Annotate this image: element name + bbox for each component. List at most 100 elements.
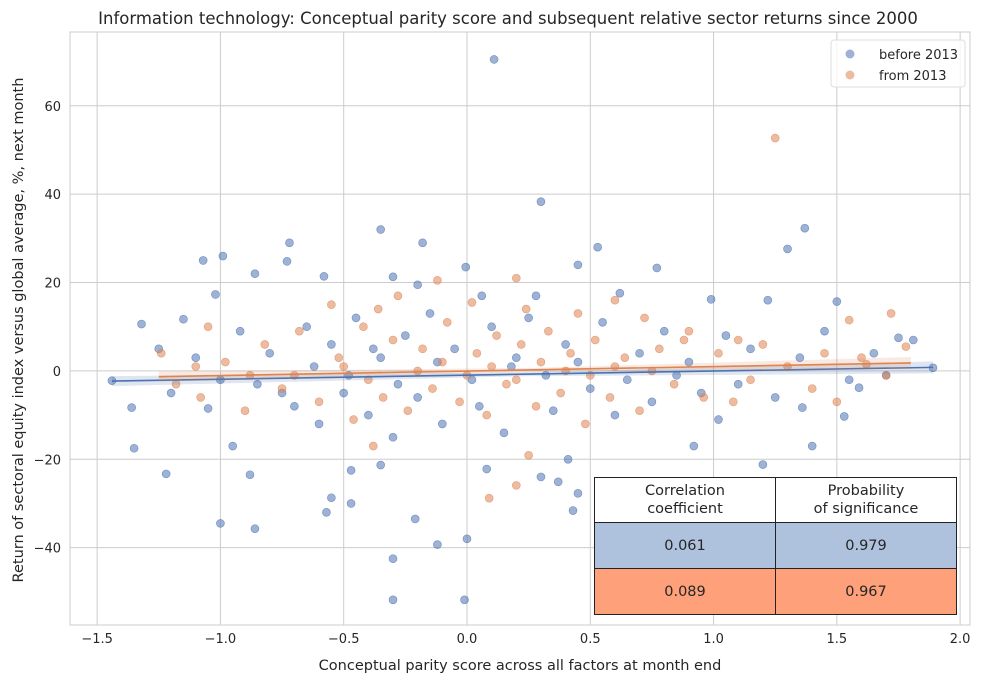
y-tick-label: 0: [53, 365, 61, 380]
data-point: [820, 326, 829, 336]
legend-marker-before-2013: [845, 49, 855, 59]
data-point: [245, 470, 255, 480]
data-point: [166, 388, 176, 398]
y-tick-label: 20: [44, 277, 61, 292]
data-point: [364, 375, 373, 385]
data-point: [783, 244, 792, 254]
data-point: [203, 404, 213, 413]
data-point: [524, 451, 533, 460]
data-point: [886, 309, 896, 318]
data-point: [689, 441, 699, 451]
data-point: [620, 353, 630, 362]
data-point: [129, 443, 139, 453]
data-point: [499, 428, 509, 438]
x-tick-label: −0.5: [328, 632, 360, 647]
data-point: [460, 595, 469, 605]
data-point: [462, 534, 472, 544]
data-point: [418, 344, 427, 354]
data-point: [512, 353, 521, 362]
x-axis-label: Conceptual parity score across all facto…: [319, 658, 722, 674]
data-point: [253, 379, 262, 389]
data-point: [901, 342, 911, 351]
data-point: [413, 393, 422, 402]
data-point: [512, 375, 521, 385]
data-point: [235, 326, 245, 336]
data-point: [706, 295, 716, 304]
correlation-from-2013: 0.089: [594, 568, 776, 615]
data-point: [581, 419, 590, 429]
data-point: [428, 384, 437, 393]
data-point: [442, 318, 452, 327]
data-point: [455, 397, 464, 407]
data-point: [807, 441, 817, 451]
data-point: [368, 344, 378, 354]
data-point: [573, 357, 583, 367]
data-point: [610, 295, 620, 305]
data-point: [433, 276, 442, 285]
data-point: [191, 362, 201, 371]
data-point: [450, 344, 459, 354]
data-point: [388, 554, 398, 564]
data-point: [228, 441, 238, 451]
header-probability: Probability of significance: [775, 477, 957, 523]
data-point: [659, 326, 669, 336]
data-point: [161, 469, 171, 479]
data-point: [684, 326, 694, 336]
data-point: [373, 304, 383, 314]
x-tick-label: −1.0: [205, 632, 237, 647]
data-point: [277, 384, 287, 393]
data-point: [844, 375, 854, 385]
table-row-from-2013: 0.089 0.967: [594, 568, 957, 615]
plot-frame: [69, 31, 971, 626]
data-point: [413, 366, 422, 376]
data-point: [295, 326, 304, 336]
data-point: [203, 322, 213, 332]
data-point: [908, 335, 918, 345]
y-tick-label: −20: [34, 453, 61, 468]
regression-line: [111, 366, 934, 382]
data-point: [196, 393, 205, 402]
data-point: [319, 272, 329, 281]
data-point: [524, 313, 533, 323]
data-point: [250, 269, 260, 279]
data-point: [521, 304, 531, 314]
data-point: [327, 340, 336, 349]
data-point: [598, 318, 607, 327]
data-point: [544, 326, 553, 336]
data-point: [894, 333, 903, 343]
data-point: [127, 403, 136, 412]
y-tick-label: −40: [34, 542, 61, 557]
data-point: [758, 340, 768, 349]
data-point: [795, 353, 805, 362]
data-point: [413, 280, 422, 290]
x-tick-label: 0.5: [580, 632, 601, 647]
data-point: [376, 225, 385, 234]
data-point: [610, 410, 620, 420]
data-point: [763, 295, 773, 305]
data-point: [563, 454, 573, 464]
data-point: [472, 348, 482, 358]
data-point: [553, 477, 563, 487]
data-point: [285, 238, 294, 248]
data-point: [721, 331, 731, 340]
y-axis-label: Return of sectoral equity index versus g…: [11, 78, 27, 583]
data-point: [881, 371, 891, 380]
data-point: [746, 344, 755, 354]
data-point: [482, 464, 492, 474]
data-point: [728, 397, 738, 407]
data-point: [714, 348, 723, 358]
data-point: [179, 314, 188, 324]
data-point: [854, 383, 864, 393]
data-point: [322, 508, 331, 517]
data-point: [512, 273, 521, 283]
data-point: [410, 514, 420, 524]
data-point: [807, 384, 817, 393]
data-point: [388, 595, 398, 605]
data-point: [635, 406, 644, 415]
data-point: [211, 290, 220, 299]
data-point: [388, 432, 398, 442]
series-before-2013: [107, 55, 938, 605]
data-point: [376, 353, 385, 362]
